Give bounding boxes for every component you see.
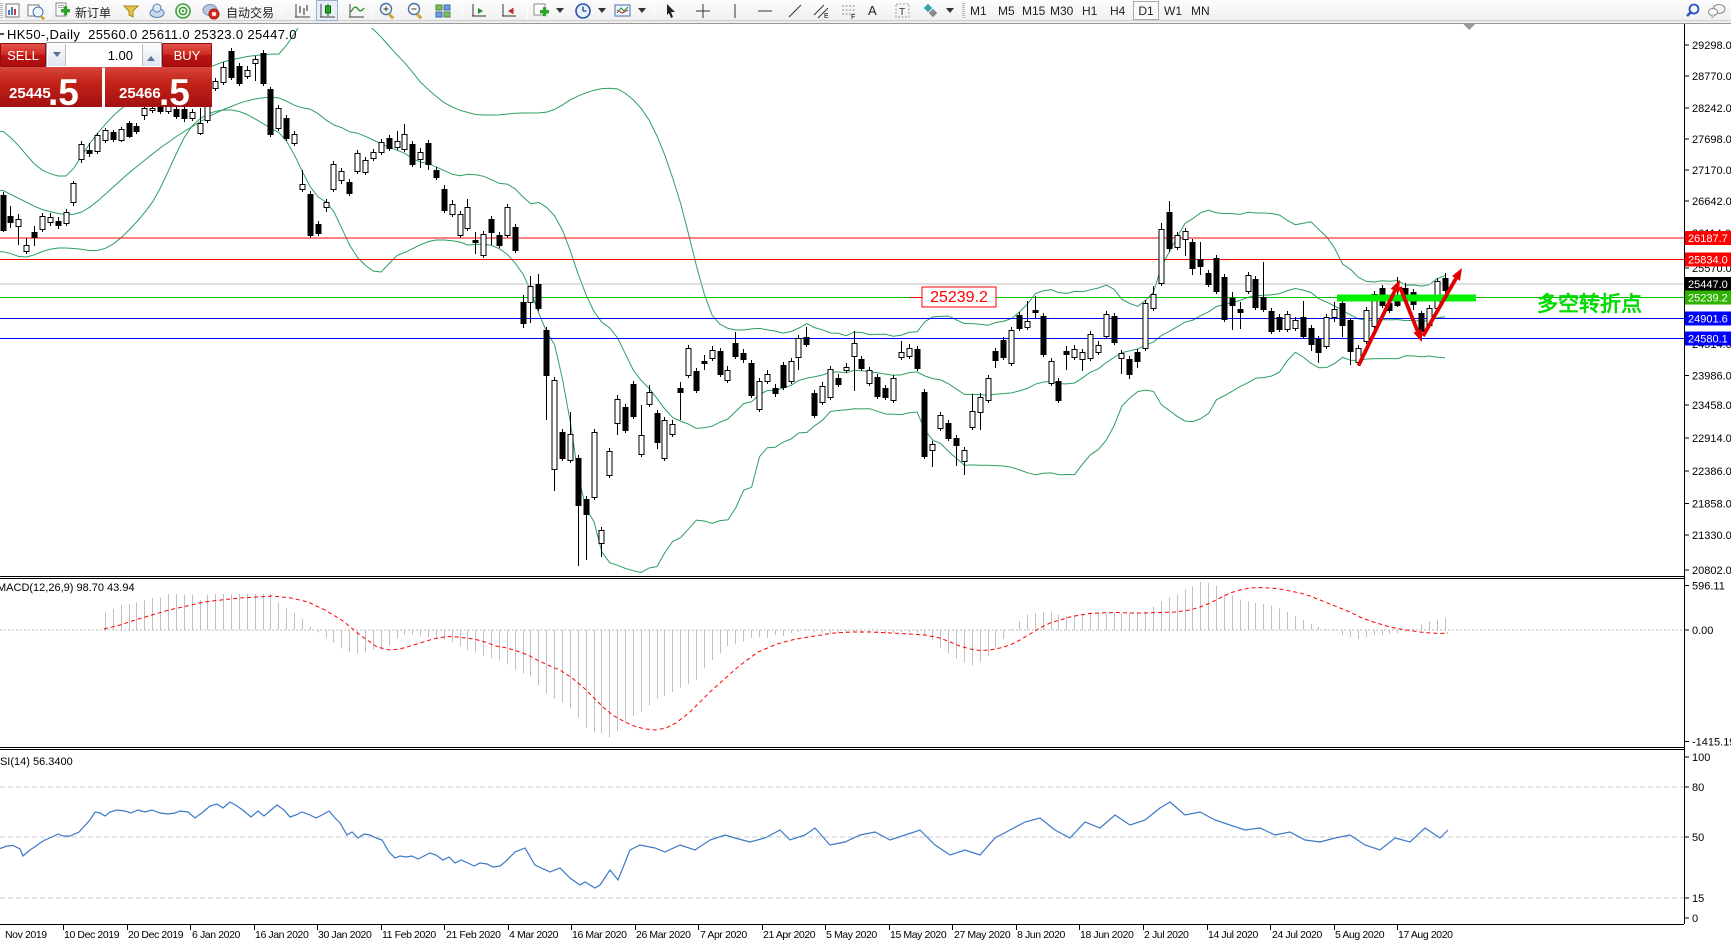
svg-text:6 Jan 2020: 6 Jan 2020 (192, 929, 241, 941)
svg-text:7 Apr 2020: 7 Apr 2020 (700, 929, 747, 941)
svg-text:50: 50 (1692, 832, 1704, 844)
svg-text:26 Mar 2020: 26 Mar 2020 (636, 929, 691, 941)
svg-text:18 Jun 2020: 18 Jun 2020 (1080, 929, 1134, 941)
svg-text:27698.0: 27698.0 (1692, 134, 1731, 146)
svg-text:F: F (851, 14, 855, 20)
svg-text:15 May 2020: 15 May 2020 (890, 929, 947, 941)
svg-text:25447.0: 25447.0 (1688, 279, 1728, 291)
svg-text:20 Dec 2019: 20 Dec 2019 (128, 929, 184, 941)
svg-text:29298.0: 29298.0 (1692, 40, 1731, 52)
svg-text:26187.7: 26187.7 (1688, 233, 1728, 245)
svg-text:27 May 2020: 27 May 2020 (954, 929, 1011, 941)
svg-text:0.00: 0.00 (1692, 625, 1713, 637)
svg-text:21 Feb 2020: 21 Feb 2020 (446, 929, 501, 941)
svg-text:5 May 2020: 5 May 2020 (826, 929, 877, 941)
svg-text:多空转折点: 多空转折点 (1537, 292, 1642, 316)
svg-text:80: 80 (1692, 782, 1704, 794)
svg-text:10 Dec 2019: 10 Dec 2019 (64, 929, 120, 941)
svg-text:RSI(14) 56.3400: RSI(14) 56.3400 (0, 756, 73, 768)
svg-text:24901.6: 24901.6 (1688, 314, 1728, 326)
svg-text:Nov 2019: Nov 2019 (5, 929, 47, 941)
svg-text:5 Aug 2020: 5 Aug 2020 (1335, 929, 1385, 941)
svg-text:100: 100 (1692, 752, 1710, 764)
svg-text:21 Apr 2020: 21 Apr 2020 (763, 929, 816, 941)
svg-text:22386.0: 22386.0 (1692, 466, 1731, 478)
svg-text:HK50-,Daily 25560.0 25611.0 2: HK50-,Daily 25560.0 25611.0 25323.0 2544… (7, 27, 297, 42)
svg-text:24 Jul 2020: 24 Jul 2020 (1272, 929, 1322, 941)
svg-text:27170.0: 27170.0 (1692, 165, 1731, 177)
svg-text:20802.0: 20802.0 (1692, 565, 1731, 577)
svg-text:-1415.19: -1415.19 (1692, 737, 1731, 749)
svg-text:4 Mar 2020: 4 Mar 2020 (509, 929, 559, 941)
svg-text:22914.0: 22914.0 (1692, 433, 1731, 445)
svg-text:26642.0: 26642.0 (1692, 196, 1731, 208)
svg-text:596.11: 596.11 (1692, 581, 1725, 593)
svg-text:23458.0: 23458.0 (1692, 400, 1731, 412)
svg-text:2 Jul 2020: 2 Jul 2020 (1144, 929, 1189, 941)
svg-text:25834.0: 25834.0 (1688, 255, 1728, 267)
svg-text:11 Feb 2020: 11 Feb 2020 (382, 929, 436, 941)
svg-text:16 Jan 2020: 16 Jan 2020 (255, 929, 309, 941)
svg-text:25239.2: 25239.2 (930, 289, 988, 306)
svg-text:28770.0: 28770.0 (1692, 71, 1731, 83)
svg-text:24580.1: 24580.1 (1688, 334, 1728, 346)
svg-text:16 Mar 2020: 16 Mar 2020 (572, 929, 627, 941)
svg-text:23986.0: 23986.0 (1692, 371, 1731, 383)
svg-text:14 Jul 2020: 14 Jul 2020 (1208, 929, 1258, 941)
svg-text:MACD(12,26,9) 98.70 43.94: MACD(12,26,9) 98.70 43.94 (0, 582, 135, 594)
svg-text:0: 0 (1692, 913, 1698, 925)
svg-text:17 Aug 2020: 17 Aug 2020 (1398, 929, 1453, 941)
svg-text:25239.2: 25239.2 (1688, 293, 1728, 305)
svg-text:E: E (824, 13, 829, 20)
svg-text:T: T (899, 7, 905, 18)
svg-text:21330.0: 21330.0 (1692, 530, 1731, 542)
svg-text:28242.0: 28242.0 (1692, 103, 1731, 115)
svg-text:15: 15 (1692, 893, 1704, 905)
svg-text:30 Jan 2020: 30 Jan 2020 (318, 929, 372, 941)
svg-text:21858.0: 21858.0 (1692, 499, 1731, 511)
svg-text:8 Jun 2020: 8 Jun 2020 (1017, 929, 1066, 941)
